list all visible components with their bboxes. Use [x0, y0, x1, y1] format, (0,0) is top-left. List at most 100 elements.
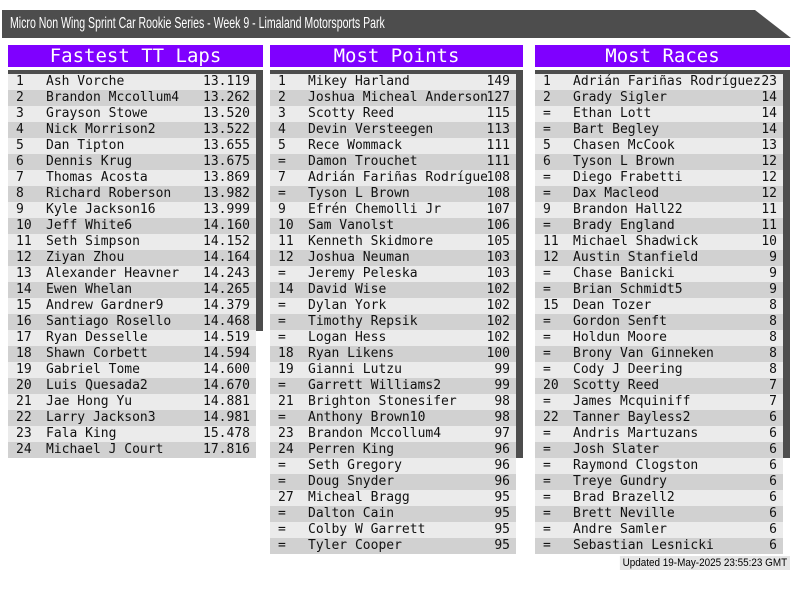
rank-cell: 27: [278, 490, 294, 505]
name-cell: Scotty Reed: [308, 106, 395, 121]
table-row: 2 Brandon Mccollum4 13.262: [8, 90, 263, 106]
rank-cell: 18: [16, 346, 32, 361]
value-cell: 102: [486, 298, 510, 313]
rank-cell: 10: [278, 218, 294, 233]
table-row: = Tyler Cooper 95: [270, 538, 523, 554]
table-row: = Brad Brazell2 6: [535, 490, 790, 506]
value-cell: 14.164: [203, 250, 250, 265]
table-row: = Diego Frabetti 12: [535, 170, 790, 186]
value-cell: 108: [486, 186, 510, 201]
value-cell: 107: [486, 202, 510, 217]
scrollbar-thumb[interactable]: [516, 74, 523, 458]
value-cell: 9: [769, 266, 777, 281]
table-row: = Brony Van Ginneken 8: [535, 346, 790, 362]
name-cell: Fala King: [46, 426, 117, 441]
scrollbar[interactable]: [783, 74, 790, 554]
rank-cell: =: [278, 474, 286, 489]
name-cell: Brad Brazell2: [573, 490, 675, 505]
value-cell: 13.262: [203, 90, 250, 105]
value-cell: 7: [769, 394, 777, 409]
rank-cell: =: [278, 458, 286, 473]
rank-cell: 15: [543, 298, 559, 313]
rank-cell: =: [278, 378, 286, 393]
table-row: = Jeremy Peleska 103: [270, 266, 523, 282]
name-cell: Ryan Likens: [308, 346, 395, 361]
table-row: 21 Jae Hong Yu 14.881: [8, 394, 263, 410]
name-cell: Timothy Repsik: [308, 314, 418, 329]
name-cell: Richard Roberson: [46, 186, 172, 201]
value-cell: 14.379: [203, 298, 250, 313]
value-cell: 7: [769, 378, 777, 393]
name-cell: Grayson Stowe: [46, 106, 148, 121]
rank-cell: =: [278, 522, 286, 537]
value-cell: 17.816: [203, 442, 250, 457]
value-cell: 12: [761, 170, 777, 185]
rank-cell: =: [278, 266, 286, 281]
table-row: = Anthony Brown10 98: [270, 410, 523, 426]
value-cell: 13: [761, 138, 777, 153]
table-row: = Brady England 11: [535, 218, 790, 234]
rank-cell: 12: [543, 250, 559, 265]
table-row: 23 Brandon Mccollum4 97: [270, 426, 523, 442]
value-cell: 103: [486, 250, 510, 265]
value-cell: 96: [494, 474, 510, 489]
rank-cell: 24: [16, 442, 32, 457]
rank-cell: 10: [16, 218, 32, 233]
name-cell: Kyle Jackson16: [46, 202, 156, 217]
table-row: 15 Dean Tozer 8: [535, 298, 790, 314]
table-row: = Holdun Moore 8: [535, 330, 790, 346]
name-cell: David Wise: [308, 282, 387, 297]
leaderboard-rows: 1 Adrián Fariñas Rodríguez 23 2 Grady Si…: [535, 74, 790, 554]
table-row: = Brian Schmidt5 9: [535, 282, 790, 298]
value-cell: 6: [769, 458, 777, 473]
name-cell: Tanner Bayless2: [573, 410, 691, 425]
table-row: = Andre Samler 6: [535, 522, 790, 538]
rank-cell: =: [543, 122, 551, 137]
value-cell: 8: [769, 298, 777, 313]
updated-timestamp: Updated 19-May-2025 23:55:23 GMT: [620, 556, 790, 570]
value-cell: 14.519: [203, 330, 250, 345]
value-cell: 13.982: [203, 186, 250, 201]
name-cell: Dennis Krug: [46, 154, 133, 169]
table-row: 12 Joshua Neuman 103: [270, 250, 523, 266]
value-cell: 14.152: [203, 234, 250, 249]
scrollbar-thumb[interactable]: [256, 74, 263, 332]
rank-cell: 15: [16, 298, 32, 313]
rank-cell: 19: [278, 362, 294, 377]
value-cell: 149: [486, 74, 510, 89]
scrollbar[interactable]: [256, 74, 263, 458]
name-cell: Michael J Court: [46, 442, 164, 457]
table-row: 3 Scotty Reed 115: [270, 106, 523, 122]
value-cell: 106: [486, 218, 510, 233]
value-cell: 13.119: [203, 74, 250, 89]
scrollbar[interactable]: [516, 74, 523, 554]
table-row: 17 Ryan Desselle 14.519: [8, 330, 263, 346]
rank-cell: =: [543, 282, 551, 297]
name-cell: Holdun Moore: [573, 330, 667, 345]
rank-cell: =: [543, 362, 551, 377]
name-cell: Mikey Harland: [308, 74, 410, 89]
leaderboard-body: 1 Adrián Fariñas Rodríguez 23 2 Grady Si…: [535, 70, 790, 554]
rank-cell: 1: [543, 74, 551, 89]
value-cell: 6: [769, 522, 777, 537]
scrollbar-thumb[interactable]: [783, 74, 790, 458]
leaderboard-title: Fastest TT Laps: [8, 45, 263, 67]
name-cell: Brandon Mccollum4: [308, 426, 442, 441]
name-cell: Jeremy Peleska: [308, 266, 418, 281]
rank-cell: 18: [278, 346, 294, 361]
name-cell: Kenneth Skidmore: [308, 234, 434, 249]
table-row: 22 Tanner Bayless2 6: [535, 410, 790, 426]
rank-cell: 6: [543, 154, 551, 169]
name-cell: Devin Versteegen: [308, 122, 434, 137]
table-row: = Josh Slater 6: [535, 442, 790, 458]
rank-cell: 11: [543, 234, 559, 249]
rank-cell: =: [543, 218, 551, 233]
name-cell: Joshua Neuman: [308, 250, 410, 265]
value-cell: 6: [769, 490, 777, 505]
title-bar: Micro Non Wing Sprint Car Rookie Series …: [2, 10, 791, 38]
table-row: = Raymond Clogston 6: [535, 458, 790, 474]
table-row: = Seth Gregory 96: [270, 458, 523, 474]
name-cell: Scotty Reed: [573, 378, 660, 393]
rank-cell: 16: [16, 314, 32, 329]
name-cell: Micheal Bragg: [308, 490, 410, 505]
